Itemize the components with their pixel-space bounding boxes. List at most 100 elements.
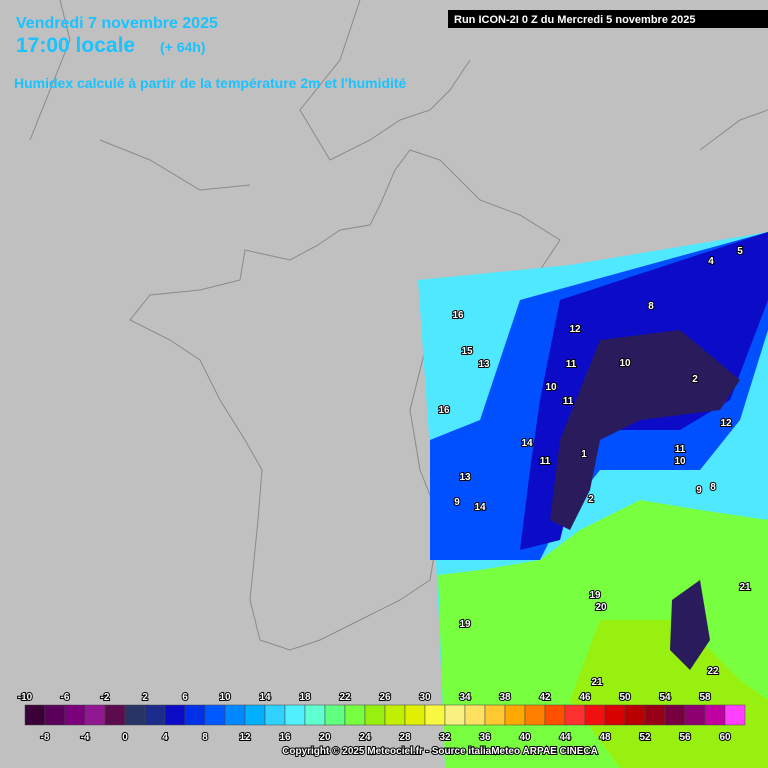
scale-label: 2 xyxy=(142,692,148,703)
map-label: 10 xyxy=(619,358,631,369)
colorbar-cell xyxy=(424,704,446,726)
scale-label: 14 xyxy=(259,692,271,703)
map-label: 20 xyxy=(595,602,607,613)
map-label: 8 xyxy=(648,301,654,312)
map-label: 21 xyxy=(591,677,603,688)
time: 17:00 locale xyxy=(16,34,135,57)
scale-label: 48 xyxy=(599,732,611,743)
colorbar-cell xyxy=(724,704,746,726)
scale-label: 58 xyxy=(699,692,711,703)
scale-label: -6 xyxy=(61,692,70,703)
colorbar-cell xyxy=(444,704,466,726)
colorbar-cell xyxy=(44,704,66,726)
map-label: 19 xyxy=(589,590,601,601)
corsica xyxy=(670,580,710,670)
colorbar-cell xyxy=(404,704,426,726)
colorbar-cell xyxy=(464,704,486,726)
map-label: 9 xyxy=(454,497,460,508)
scale-label: 8 xyxy=(202,732,208,743)
subtitle: Humidex calculé à partir de la températu… xyxy=(14,75,407,91)
scale-label: 28 xyxy=(399,732,411,743)
scale-label: 38 xyxy=(499,692,511,703)
field-yellow-green xyxy=(570,620,768,768)
map-label: 22 xyxy=(707,666,719,677)
colorbar-cell xyxy=(64,704,86,726)
map-label: 1 xyxy=(581,449,587,460)
map-label: 21 xyxy=(739,582,751,593)
map-label: 2 xyxy=(588,494,594,505)
scale-label: 44 xyxy=(559,732,571,743)
colorbar-cell xyxy=(384,704,406,726)
map-label: 9 xyxy=(696,485,702,496)
scale-label: 20 xyxy=(319,732,331,743)
scale-label: 56 xyxy=(679,732,691,743)
map-label: 11 xyxy=(540,456,551,467)
map-label: 16 xyxy=(438,405,450,416)
colorbar-cell xyxy=(244,704,266,726)
scale-label: 22 xyxy=(339,692,351,703)
scale-label: -4 xyxy=(81,732,90,743)
scale-label: -2 xyxy=(101,692,110,703)
colorbar-cell xyxy=(84,704,106,726)
colorbar-cell xyxy=(364,704,386,726)
colorbar-cell xyxy=(644,704,666,726)
colorbar-cell xyxy=(524,704,546,726)
colorbar-cell xyxy=(204,704,226,726)
colorbar-cell xyxy=(484,704,506,726)
map-label: 11 xyxy=(566,359,577,370)
france-outline xyxy=(129,149,561,651)
map-label: 10 xyxy=(545,382,557,393)
scale-label: 26 xyxy=(379,692,391,703)
scale-label: 10 xyxy=(219,692,231,703)
scale-label: 18 xyxy=(299,692,311,703)
date: Vendredi 7 novembre 2025 xyxy=(16,15,218,32)
scale-label: -8 xyxy=(41,732,50,743)
copyright: Copyright © 2025 Meteociel.fr - Source i… xyxy=(282,746,598,757)
scale-label: 16 xyxy=(279,732,291,743)
map-label: 14 xyxy=(474,502,486,513)
map-label: 13 xyxy=(478,359,490,370)
map-label: 10 xyxy=(674,456,686,467)
map-label: 5 xyxy=(737,246,743,257)
scale-label: 60 xyxy=(719,732,731,743)
colorbar-cell xyxy=(684,704,706,726)
lead: (+ 64h) xyxy=(160,39,206,55)
run-box xyxy=(448,10,768,28)
scale-label: 0 xyxy=(122,732,128,743)
map-label: 8 xyxy=(710,482,716,493)
colorbar-cell xyxy=(584,704,606,726)
field-darkest xyxy=(550,330,740,530)
colorbar-cell xyxy=(164,704,186,726)
scale-label: 34 xyxy=(459,692,471,703)
map-label: 16 xyxy=(452,310,464,321)
coastlines xyxy=(29,0,768,191)
colorbar-cell xyxy=(324,704,346,726)
scale-label: 54 xyxy=(659,692,671,703)
colorbar-cell xyxy=(604,704,626,726)
colorbar-cell xyxy=(24,704,46,726)
scale-label: 42 xyxy=(539,692,551,703)
run: Run ICON-2I 0 Z du Mercredi 5 novembre 2… xyxy=(454,14,695,26)
map-label: 19 xyxy=(459,619,471,630)
scale-label: 46 xyxy=(579,692,591,703)
map-label: 13 xyxy=(459,472,471,483)
colorbar-cell xyxy=(264,704,286,726)
scale-label: -10 xyxy=(18,692,33,703)
colorbar-cell xyxy=(104,704,126,726)
map-label: 12 xyxy=(720,418,732,429)
map-label: 11 xyxy=(675,444,686,455)
colorbar-cell xyxy=(124,704,146,726)
scale-label: 52 xyxy=(639,732,651,743)
scale-label: 36 xyxy=(479,732,491,743)
colorbar-cell xyxy=(544,704,566,726)
scale-label: 12 xyxy=(239,732,251,743)
colorbar-cell xyxy=(144,704,166,726)
colorbar-cell xyxy=(564,704,586,726)
map-label: 4 xyxy=(708,256,714,267)
colorbar-cell xyxy=(664,704,686,726)
colorbar-cell xyxy=(704,704,726,726)
scale-label: 32 xyxy=(439,732,451,743)
